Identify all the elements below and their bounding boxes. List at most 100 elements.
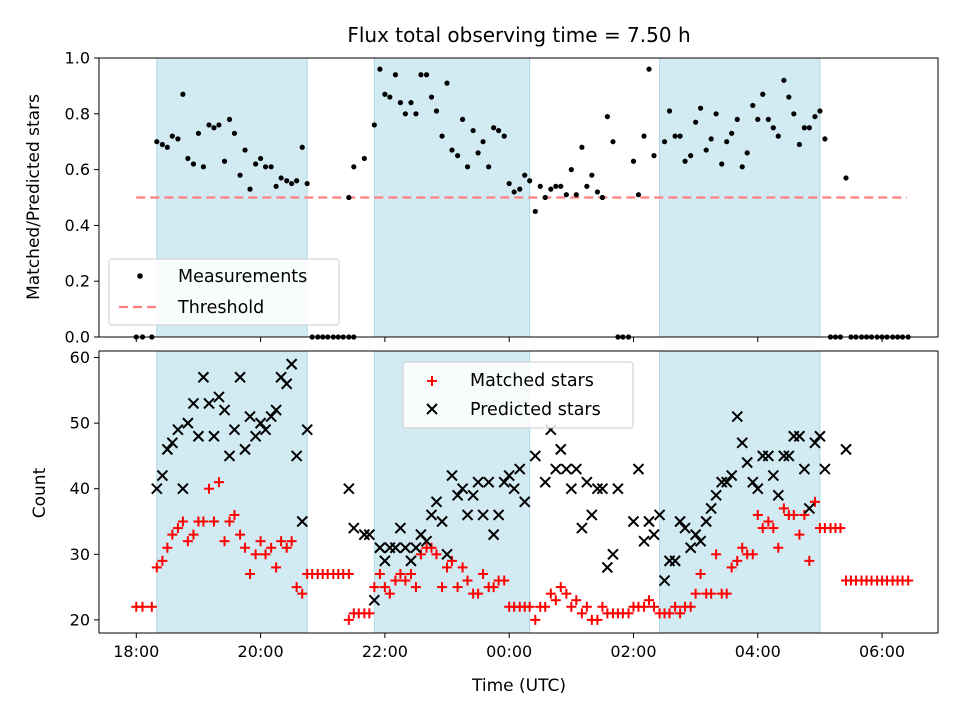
y-tick-label: 1.0 xyxy=(65,49,90,68)
y-tick-label: 50 xyxy=(70,414,90,433)
measurement-point xyxy=(501,133,507,139)
matched-legend-marker xyxy=(427,376,437,386)
measurement-point xyxy=(630,158,637,164)
predicted-star-point xyxy=(343,483,355,495)
predicted-star-point xyxy=(778,450,790,462)
measurement-point xyxy=(672,133,678,139)
measurement-point xyxy=(418,72,424,78)
matched-star-point xyxy=(788,509,799,520)
matched-star-point xyxy=(778,503,789,514)
predicted-star-point xyxy=(363,528,376,541)
measurement-point xyxy=(185,155,191,162)
matched-star-point xyxy=(473,588,484,599)
measurements-legend-label: Measurements xyxy=(178,267,307,287)
measurement-point xyxy=(744,150,750,156)
predicted-star-point xyxy=(446,469,458,482)
x-tick-label: 20:00 xyxy=(238,642,284,661)
measurement-point xyxy=(454,153,461,159)
predicted-star-point xyxy=(492,509,505,521)
matched-star-point xyxy=(773,542,784,553)
measurement-point xyxy=(517,186,523,192)
matched-star-point xyxy=(400,575,411,586)
predicted-star-point xyxy=(213,391,225,403)
x-axis-label: Time (UTC) xyxy=(471,676,566,696)
measurement-point xyxy=(169,133,175,139)
measurement-point xyxy=(599,194,606,201)
matched-star-point xyxy=(550,595,561,606)
top-panel: 0.0 0.2 0.4 0.6 0.8 1.0 Matched/Predicted sta… xyxy=(24,49,939,347)
matched-star-point xyxy=(172,523,183,534)
predicted-star-point xyxy=(679,522,691,534)
predicted-star-point xyxy=(379,555,391,567)
matched-star-point xyxy=(146,601,157,612)
measurement-point xyxy=(641,133,647,139)
matched-star-point xyxy=(415,549,426,560)
matched-star-point xyxy=(597,601,608,612)
matched-star-point xyxy=(747,549,758,560)
matched-star-point xyxy=(555,582,566,593)
predicted-star-point xyxy=(596,483,609,495)
predicted-star-point xyxy=(648,528,660,541)
predicted-star-point xyxy=(228,423,241,436)
matched-star-point xyxy=(442,562,453,573)
matched-star-point xyxy=(255,536,266,547)
measurement-point xyxy=(299,144,305,150)
predicted-star-point xyxy=(394,522,407,534)
predicted-star-point xyxy=(519,496,531,508)
predicted-star-point xyxy=(508,483,520,495)
predicted-star-point xyxy=(803,502,816,515)
measurement-point xyxy=(542,194,548,201)
predicted-star-point xyxy=(632,463,645,475)
predicted-star-point xyxy=(358,528,371,541)
measurement-point xyxy=(408,100,414,106)
measurement-point xyxy=(703,147,709,153)
measurement-point xyxy=(573,192,579,198)
measurement-point xyxy=(765,116,771,122)
predicted-star-point xyxy=(529,450,541,462)
bottom-legend: Matched stars Predicted stars xyxy=(402,361,634,429)
predicted-star-point xyxy=(783,450,795,462)
predicted-star-point xyxy=(234,371,246,383)
measurements-series xyxy=(133,66,911,340)
bottom-shaded-intervals xyxy=(156,350,821,634)
measurement-point xyxy=(361,155,367,162)
predicted-legend-marker xyxy=(426,403,438,415)
measurement-point xyxy=(584,183,590,189)
measurement-point xyxy=(806,125,812,131)
measurement-point xyxy=(200,164,207,170)
matched-star-point xyxy=(208,516,219,527)
predicted-star-point xyxy=(643,515,655,528)
predicted-star-point xyxy=(514,463,526,475)
measurement-point xyxy=(284,178,290,184)
matched-star-point xyxy=(384,588,395,599)
matched-star-point xyxy=(721,588,732,599)
predicted-star-point xyxy=(410,542,422,554)
predicted-star-point xyxy=(223,450,236,462)
matched-star-point xyxy=(488,582,499,593)
predicted-star-point xyxy=(772,489,784,501)
measurement-point xyxy=(491,125,497,131)
predicted-star-point xyxy=(601,561,614,574)
matched-star-point xyxy=(266,542,277,553)
matched-star-point xyxy=(752,509,763,520)
predicted-star-point xyxy=(472,476,484,488)
matched-star-point xyxy=(379,582,390,593)
measurement-point xyxy=(506,180,512,187)
predicted-star-point xyxy=(436,515,448,528)
matched-star-point xyxy=(426,542,437,553)
predicted-star-point xyxy=(197,371,210,383)
measurement-point xyxy=(511,189,517,195)
predicted-star-point xyxy=(689,528,702,541)
predicted-stars-series xyxy=(151,358,852,606)
matched-star-point xyxy=(219,536,230,547)
matched-star-point xyxy=(405,568,416,579)
predicted-star-point xyxy=(840,443,852,456)
measurement-point xyxy=(475,150,481,156)
measurement-point xyxy=(464,164,471,170)
x-tick-label: 02:00 xyxy=(610,642,656,661)
predicted-star-point xyxy=(705,502,717,515)
measurement-point xyxy=(693,119,699,125)
matched-star-point xyxy=(374,568,385,579)
measurement-point xyxy=(729,130,735,136)
